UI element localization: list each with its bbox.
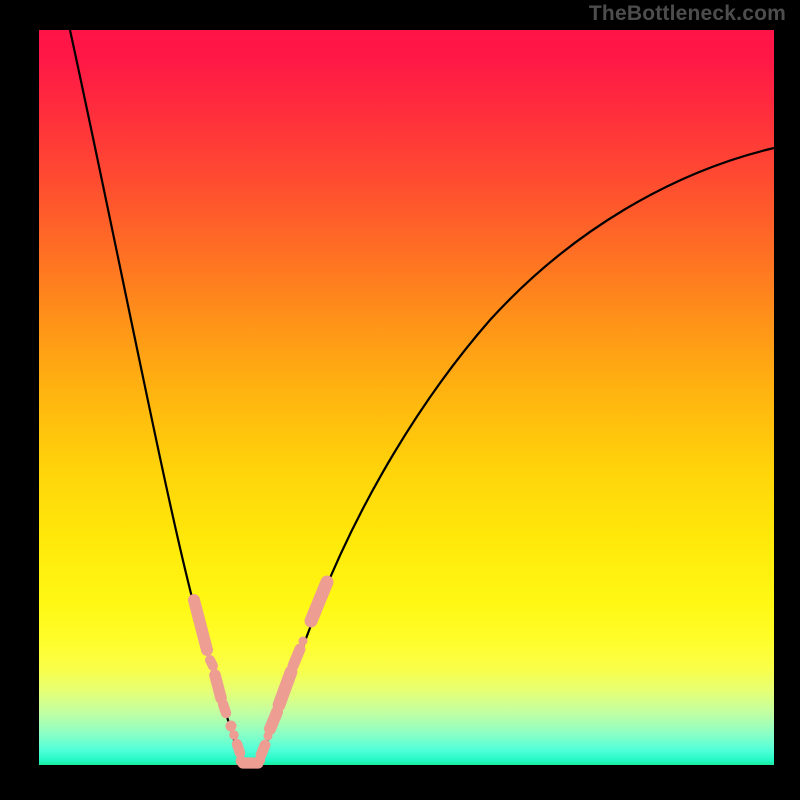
curve-right-branch <box>259 148 774 761</box>
marker-circle <box>229 730 239 740</box>
marker-capsule <box>194 600 207 650</box>
marker-circle <box>255 755 265 765</box>
curve-left-branch <box>70 30 241 761</box>
marker-circle <box>264 732 273 741</box>
marker-capsule <box>237 744 240 753</box>
curve-layer <box>0 0 800 800</box>
marker-capsule <box>223 704 226 713</box>
marker-capsule <box>270 712 277 729</box>
marker-capsule <box>279 672 291 705</box>
chart-container: TheBottleneck.com <box>0 0 800 800</box>
marker-group <box>194 582 327 766</box>
marker-capsule <box>215 675 221 698</box>
marker-capsule <box>261 745 265 755</box>
watermark-text: TheBottleneck.com <box>589 2 786 26</box>
marker-circle <box>299 637 308 646</box>
marker-circle <box>226 721 237 732</box>
marker-circle <box>236 756 247 767</box>
marker-capsule <box>210 660 213 666</box>
marker-capsule <box>311 582 327 621</box>
marker-capsule <box>293 649 300 666</box>
gradient-rect <box>39 30 774 765</box>
